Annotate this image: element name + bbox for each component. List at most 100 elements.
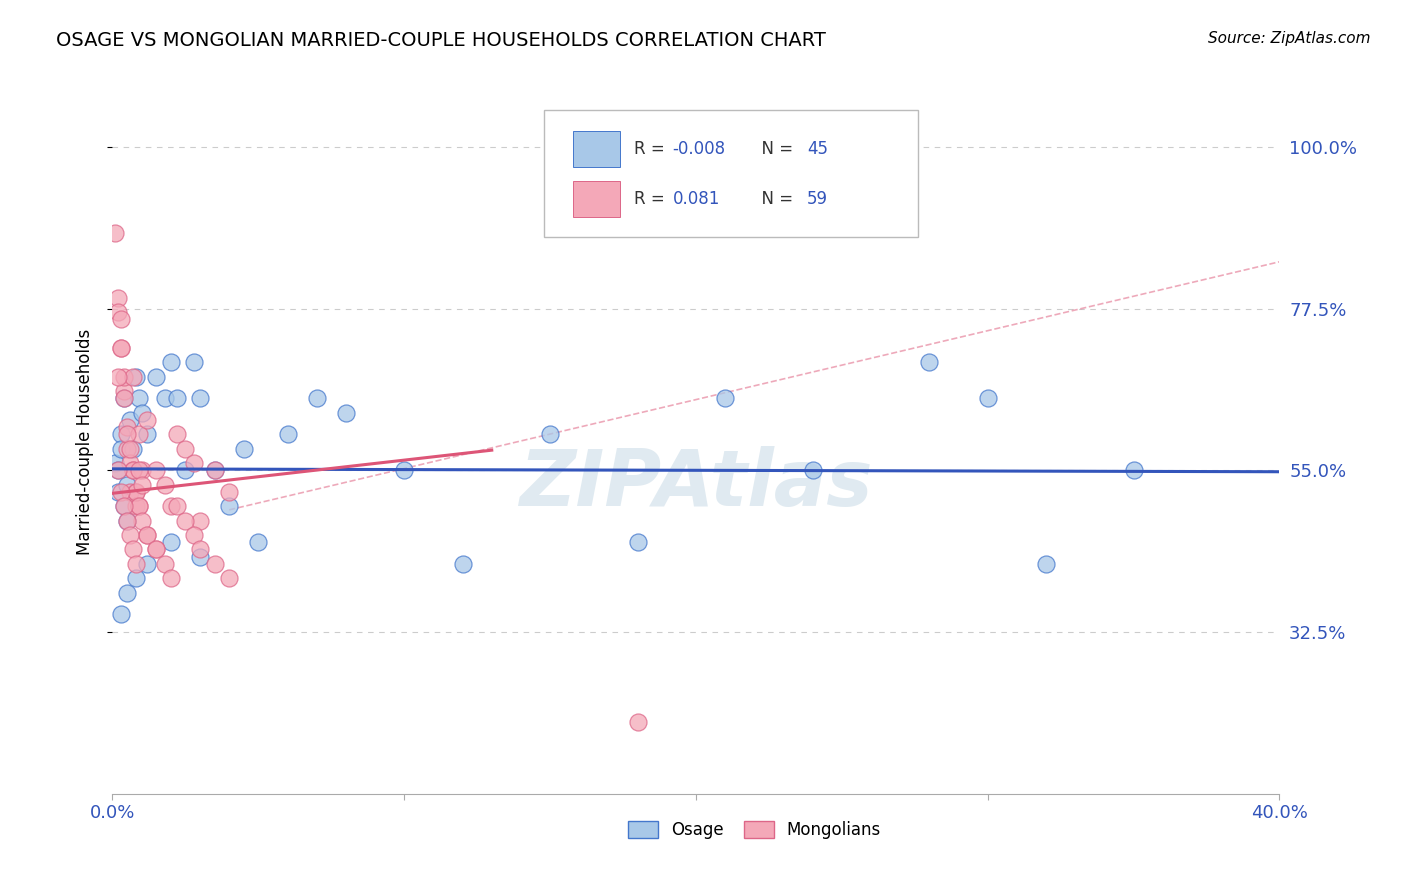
Point [136, 413, 159, 427]
Text: Source: ZipAtlas.com: Source: ZipAtlas.com [1208, 31, 1371, 46]
Point [110, 442, 132, 456]
Point [145, 369, 167, 384]
Point [131, 477, 153, 491]
Point [110, 341, 132, 355]
Point [115, 585, 138, 599]
Point [218, 571, 240, 585]
Point [122, 442, 145, 456]
Point [122, 542, 145, 557]
Point [112, 384, 135, 399]
Point [112, 392, 135, 406]
Point [122, 463, 145, 477]
Point [115, 514, 138, 528]
Point [918, 355, 941, 369]
Point [166, 500, 188, 514]
Point [128, 500, 150, 514]
Point [107, 484, 129, 499]
Point [115, 477, 138, 491]
Point [110, 312, 132, 326]
Point [183, 528, 205, 542]
Point [714, 392, 737, 406]
Text: -0.008: -0.008 [672, 140, 725, 158]
Text: 0.081: 0.081 [672, 190, 720, 208]
Legend: Osage, Mongolians: Osage, Mongolians [621, 814, 887, 846]
Text: OSAGE VS MONGOLIAN MARRIED-COUPLE HOUSEHOLDS CORRELATION CHART: OSAGE VS MONGOLIAN MARRIED-COUPLE HOUSEH… [56, 31, 827, 50]
Point [627, 535, 650, 549]
Point [153, 392, 176, 406]
Point [128, 500, 150, 514]
Point [125, 557, 148, 571]
Point [104, 456, 127, 470]
Point [394, 463, 416, 477]
Point [131, 514, 153, 528]
Point [118, 413, 141, 427]
Point [112, 369, 135, 384]
Point [204, 463, 226, 477]
Text: R =: R = [634, 140, 671, 158]
Point [125, 484, 148, 499]
Point [110, 341, 132, 355]
Point [305, 392, 328, 406]
Point [538, 427, 561, 442]
Point [110, 484, 132, 499]
Point [218, 484, 240, 499]
Point [104, 226, 127, 240]
Bar [574, 180, 620, 217]
Point [115, 442, 138, 456]
Point [110, 607, 132, 621]
Point [107, 291, 129, 305]
Point [128, 463, 150, 477]
Point [188, 549, 211, 564]
Point [131, 463, 153, 477]
Text: 59: 59 [807, 190, 828, 208]
Bar [574, 131, 620, 167]
Point [160, 571, 183, 585]
Point [118, 484, 141, 499]
Text: ZIPAtlas: ZIPAtlas [519, 446, 873, 522]
Point [112, 392, 135, 406]
Point [136, 528, 159, 542]
Point [107, 463, 129, 477]
Point [183, 355, 205, 369]
Point [128, 427, 150, 442]
Point [145, 542, 167, 557]
Point [451, 557, 474, 571]
Text: 45: 45 [807, 140, 828, 158]
Point [153, 477, 176, 491]
Point [118, 528, 141, 542]
Point [204, 463, 226, 477]
Point [160, 500, 183, 514]
Point [276, 427, 298, 442]
Point [174, 442, 197, 456]
Point [335, 406, 357, 420]
Point [247, 535, 270, 549]
Point [174, 514, 197, 528]
Point [115, 514, 138, 528]
Point [1122, 463, 1144, 477]
Point [160, 355, 183, 369]
Point [218, 500, 240, 514]
Point [122, 369, 145, 384]
Point [232, 442, 254, 456]
FancyBboxPatch shape [544, 111, 918, 237]
Point [110, 427, 132, 442]
Point [107, 369, 129, 384]
Point [145, 463, 167, 477]
Point [115, 427, 138, 442]
Text: N =: N = [751, 140, 799, 158]
Point [131, 406, 153, 420]
Point [160, 535, 183, 549]
Point [136, 528, 159, 542]
Text: R =: R = [634, 190, 675, 208]
Point [627, 714, 650, 729]
Point [166, 427, 188, 442]
Point [153, 557, 176, 571]
Point [128, 392, 150, 406]
Point [204, 557, 226, 571]
Point [136, 427, 159, 442]
Point [801, 463, 824, 477]
Point [125, 500, 148, 514]
Point [125, 484, 148, 499]
Point [118, 442, 141, 456]
Point [125, 369, 148, 384]
